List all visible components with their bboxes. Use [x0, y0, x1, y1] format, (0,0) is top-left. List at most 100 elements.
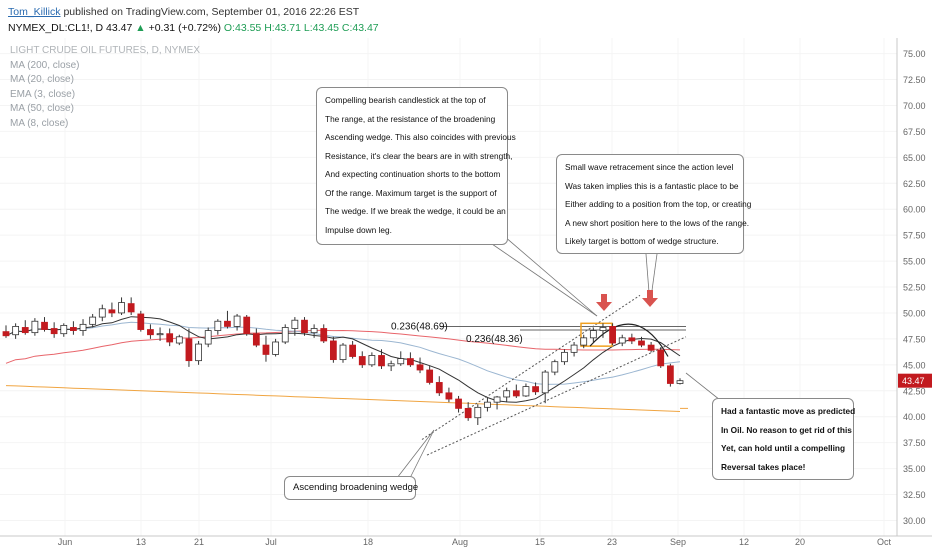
x-tick-label: 20 — [795, 537, 805, 547]
candle — [60, 324, 68, 335]
y-tick-label: 37.50 — [903, 438, 926, 448]
y-tick-label: 52.50 — [903, 283, 926, 293]
y-tick-label: 45.00 — [903, 360, 926, 370]
indicator-legend: LIGHT CRUDE OIL FUTURES, D, NYMEX MA (20… — [10, 44, 200, 131]
candle — [387, 363, 395, 367]
candle — [609, 326, 616, 344]
callout-line — [491, 243, 598, 317]
up-arrow-icon: ▲ — [135, 22, 146, 34]
author-link[interactable]: Tom_Killick — [8, 6, 61, 18]
candle — [137, 313, 145, 330]
legend-item[interactable]: MA (200, close) — [10, 59, 80, 71]
fib-label-1: 0.236(48.69) — [391, 322, 448, 333]
close-value: C:43.47 — [341, 22, 379, 34]
symbol-name: NYMEX_DL:CL1!, D — [8, 22, 104, 34]
candle — [339, 344, 347, 361]
last-price: 43.47 — [106, 22, 133, 34]
candle — [599, 327, 607, 331]
note-line: Either adding to a position from the top… — [565, 199, 752, 209]
candle — [98, 308, 106, 318]
candle — [185, 338, 193, 362]
low-value: L:43.45 — [303, 22, 339, 34]
moving-averages — [5, 316, 688, 412]
candle — [522, 386, 530, 397]
candle — [416, 364, 424, 371]
candle — [580, 337, 588, 346]
candle — [214, 320, 222, 331]
wedge-upper-line — [421, 294, 641, 440]
candle — [349, 344, 357, 357]
annotation-right[interactable]: Small wave retracement since the action … — [556, 154, 752, 254]
ma200-line — [5, 385, 681, 412]
chart-header: Tom_Killick published on TradingView.com… — [4, 2, 704, 42]
candles — [2, 297, 684, 425]
down-arrow-icon — [642, 290, 658, 307]
x-tick-label: Aug — [452, 537, 468, 547]
x-tick-label: Sep — [670, 537, 686, 547]
ma8-line — [5, 316, 681, 403]
candle — [676, 380, 684, 384]
candle — [435, 382, 443, 394]
y-tick-label: 40.00 — [903, 412, 926, 422]
candle — [272, 341, 279, 355]
candle — [570, 344, 578, 353]
y-tick-label: 42.50 — [903, 386, 926, 396]
candle — [31, 320, 39, 334]
legend-item[interactable]: MA (20, close) — [10, 74, 74, 85]
candle — [252, 333, 260, 346]
y-tick-label: 35.00 — [903, 464, 926, 474]
wedge-label[interactable]: Ascending broadening wedge — [284, 476, 418, 500]
candle — [551, 361, 559, 373]
note-line: Resistance, it's clear the bears are in … — [325, 150, 513, 161]
candle — [503, 390, 511, 398]
candle — [474, 406, 482, 419]
candle — [666, 365, 674, 384]
candle — [195, 343, 202, 362]
annotation-top[interactable]: Compelling bearish candlestick at the to… — [316, 87, 516, 245]
candle — [147, 329, 154, 336]
candle — [647, 344, 655, 351]
x-tick-label: 12 — [739, 537, 749, 547]
candle — [166, 333, 174, 343]
x-tick-label: 18 — [363, 537, 373, 547]
annotation-bottom-right[interactable]: Had a fantastic move as predicted In Oil… — [712, 398, 855, 480]
y-tick-label: 57.50 — [903, 231, 926, 241]
callout-line — [503, 235, 598, 317]
y-tick-label: 32.50 — [903, 490, 926, 500]
candle — [484, 401, 491, 408]
note-line: Of the range. Maximum target is the supp… — [325, 187, 497, 198]
y-tick-label: 72.50 — [903, 75, 926, 85]
note-line: The range, at the resistance of the broa… — [325, 113, 496, 124]
x-tick-label: 21 — [194, 537, 204, 547]
x-tick-label: 23 — [607, 537, 617, 547]
candle — [12, 326, 20, 336]
callout-line — [685, 372, 721, 401]
price-badge-label: 43.47 — [902, 376, 925, 386]
drawings: 0.236(48.69) 0.236(48.36) — [391, 235, 721, 479]
publish-text: published on TradingView.com, September … — [63, 6, 360, 18]
candle — [397, 358, 405, 365]
y-tick-label: 62.50 — [903, 179, 926, 189]
candle — [2, 331, 10, 337]
candle — [589, 330, 597, 339]
note-line: Was taken implies this is a fantastic pl… — [565, 180, 739, 191]
y-tick-label: 60.00 — [903, 205, 926, 215]
candle — [108, 309, 116, 314]
candle — [233, 315, 241, 327]
y-tick-label: 70.00 — [903, 101, 926, 111]
candle — [368, 355, 376, 366]
y-tick-label: 65.00 — [903, 153, 926, 163]
candle — [175, 336, 183, 344]
candle — [657, 349, 665, 367]
symbol-info: NYMEX_DL:CL1!, D 43.47 ▲ +0.31 (+0.72%) … — [8, 22, 379, 34]
legend-item[interactable]: MA (50, close) — [10, 103, 74, 114]
legend-item[interactable]: MA (8, close) — [10, 117, 69, 129]
candle — [21, 327, 29, 334]
fib-label-2: 0.236(48.36) — [466, 334, 523, 345]
note-line: The wedge. If we break the wedge, it cou… — [325, 206, 506, 216]
retracement-arc — [589, 323, 669, 357]
candle — [281, 327, 289, 343]
legend-item[interactable]: EMA (3, close) — [10, 88, 76, 100]
candle — [118, 302, 125, 314]
y-tick-label: 55.00 — [903, 257, 926, 267]
